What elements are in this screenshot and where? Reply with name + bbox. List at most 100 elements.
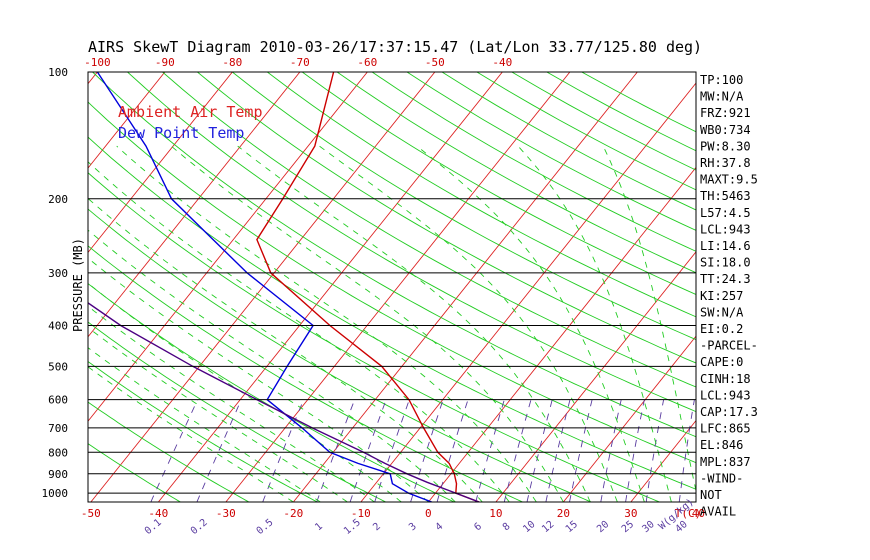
bottom-temp-tick-label: 30 (624, 507, 637, 520)
top-temp-tick-label: -60 (357, 56, 377, 69)
isotherm-line (293, 72, 638, 502)
isotherm-line (833, 72, 870, 502)
mixing-ratio-tick-label: 0.2 (189, 517, 210, 537)
mixing-ratio-tick-label: 30 (640, 519, 656, 535)
dry-adiabat-line (88, 245, 523, 502)
isotherm-line (0, 72, 30, 502)
legend-ambient-air-temp: Ambient Air Temp (118, 103, 263, 121)
bottom-temp-tick-label: 40 (692, 507, 705, 520)
mixing-ratio-line (678, 399, 695, 502)
dry-adiabat-line (267, 72, 696, 318)
mixing-ratio-line (436, 399, 469, 502)
stability-index-item: -WIND- (700, 471, 743, 485)
moist-adiabat-line (88, 197, 483, 502)
mixing-ratio-line (625, 399, 645, 502)
mixing-ratio-tick-label: 4 (434, 521, 446, 533)
stability-index-item: CINH:18 (700, 372, 751, 386)
pressure-tick-label: 600 (48, 394, 68, 407)
dry-adiabat-line (127, 72, 696, 413)
dry-adiabat-line (371, 72, 696, 252)
stability-index-item: KI:257 (700, 289, 743, 303)
moist-adiabat-line (517, 145, 672, 502)
mixing-ratio-tick-label: 1.5 (342, 517, 363, 537)
top-temp-tick-label: -90 (155, 56, 175, 69)
stability-index-item: LCL:943 (700, 388, 751, 402)
isotherm-line (495, 251, 696, 502)
isotherm-line (225, 72, 571, 502)
mixing-ratio-tick-label: 20 (595, 519, 611, 535)
mixing-ratio-line (526, 399, 553, 502)
mixing-ratio-tick-label: 25 (620, 519, 636, 535)
stability-index-item: AVAIL (700, 505, 736, 519)
mixing-ratio-line (569, 399, 593, 502)
dry-adiabat-line (441, 72, 696, 211)
isotherm-line (158, 72, 503, 502)
mixing-ratio-tick-label: 3 (407, 521, 419, 533)
dry-adiabat-line (301, 72, 696, 296)
top-temp-tick-label: -50 (425, 56, 445, 69)
stability-index-item: MPL:837 (700, 455, 751, 469)
dry-adiabat-line (232, 72, 696, 341)
stability-index-item: WB0:734 (700, 123, 751, 137)
mixing-ratio-tick-label: 10 (521, 519, 537, 535)
mixing-ratio-tick-label: 1 (313, 521, 325, 533)
mixing-ratio-line (410, 399, 444, 502)
y-axis-label: PRESSURE (MB) (71, 238, 85, 332)
stability-index-item: LFC:865 (700, 422, 751, 436)
mixing-ratio-tick-label: 12 (540, 519, 556, 535)
stability-index-item: TH:5463 (700, 189, 751, 203)
dry-adiabat-line (88, 101, 696, 464)
dry-adiabat-line (336, 72, 696, 274)
bottom-temp-tick-label: -30 (216, 507, 236, 520)
top-temp-tick-label: -100 (84, 56, 111, 69)
pressure-tick-label: 900 (48, 468, 68, 481)
stability-index-item: LCL:943 (700, 222, 751, 236)
pressure-tick-label: 300 (48, 267, 68, 280)
pressure-tick-label: 700 (48, 422, 68, 435)
mixing-ratio-line (374, 399, 410, 502)
mixing-ratio-tick-label: 15 (564, 519, 580, 535)
top-temp-tick-label: -80 (222, 56, 242, 69)
stability-index-item: SW:N/A (700, 305, 744, 319)
pressure-tick-label: 1000 (42, 487, 69, 500)
mixing-ratio-line (475, 399, 505, 502)
mixing-ratio-tick-label: 8 (501, 521, 513, 533)
dry-adiabat-line (476, 72, 696, 191)
stability-index-item: EL:846 (700, 438, 743, 452)
bottom-temp-tick-label: -50 (81, 507, 101, 520)
stability-index-item: -PARCEL- (700, 339, 758, 353)
bottom-temp-tick-label: 20 (557, 507, 570, 520)
plot-frame (87, 71, 697, 503)
mixing-ratio-tick-label: 0.5 (255, 517, 276, 537)
bottom-temp-tick-label: -20 (283, 507, 303, 520)
dry-adiabat-line (88, 283, 455, 502)
isotherm-line (428, 166, 696, 502)
stability-index-item: MW:N/A (700, 90, 744, 104)
stability-index-item: MAXT:9.5 (700, 173, 758, 187)
stability-index-item: CAPE:0 (700, 355, 743, 369)
top-temp-tick-label: -40 (492, 56, 512, 69)
pressure-tick-label: 100 (48, 66, 68, 79)
dry-adiabat-line (406, 72, 696, 231)
dry-adiabat-line (88, 136, 696, 490)
stability-index-item: L57:4.5 (700, 206, 751, 220)
stability-index-item: TT:24.3 (700, 272, 751, 286)
bottom-temp-tick-label: -10 (351, 507, 371, 520)
x-axis-label: T(C) (675, 507, 702, 520)
stability-index-item: CAP:17.3 (700, 405, 758, 419)
dry-adiabat-line (92, 72, 696, 438)
bottom-temp-tick-label: -40 (148, 507, 168, 520)
dry-adiabat-line (88, 401, 250, 502)
isotherm-line (88, 72, 368, 422)
mixing-ratio-line (503, 399, 532, 502)
isotherm-line (88, 72, 301, 338)
pressure-tick-label: 800 (48, 446, 68, 459)
stability-index-item: NOT (700, 488, 722, 502)
stability-index-item: RH:37.8 (700, 156, 751, 170)
stability-index-item: PW:8.30 (700, 139, 751, 153)
bottom-temp-tick-label: 10 (489, 507, 502, 520)
stability-index-item: LI:14.6 (700, 239, 751, 253)
mixing-ratio-line (349, 399, 387, 502)
dry-adiabat-line (88, 443, 181, 502)
isotherm-line (766, 72, 870, 502)
